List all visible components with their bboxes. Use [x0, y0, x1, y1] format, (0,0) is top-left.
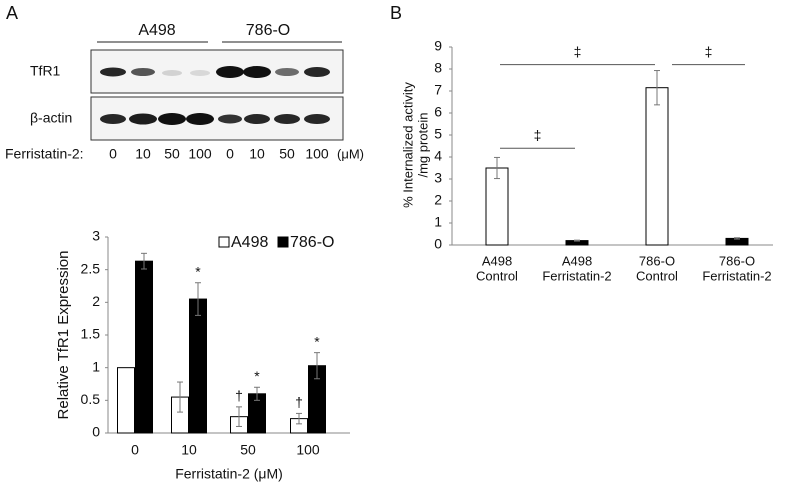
legend-label: A498 — [231, 234, 268, 251]
band — [190, 70, 210, 76]
y-tick-label: 2 — [434, 192, 442, 208]
bar — [117, 367, 135, 434]
bar — [645, 87, 669, 246]
x-tick-label: 0 — [131, 442, 139, 458]
significance: † — [295, 394, 303, 410]
legend-label: 786-O — [290, 234, 334, 251]
band — [218, 114, 242, 124]
lane-label: 100 — [305, 146, 329, 162]
lane-label: 50 — [164, 146, 180, 162]
x-tick-label: A498 — [562, 253, 592, 268]
x-axis-label: Ferristatin-2 (μM) — [175, 466, 283, 482]
bar — [189, 298, 207, 434]
significance: * — [254, 368, 260, 384]
x-tick-label: A498 — [482, 253, 512, 268]
y-tick-label: 6 — [434, 104, 442, 120]
lane-label: 10 — [135, 146, 151, 162]
x-tick-label: 50 — [240, 442, 256, 458]
lane-label: 0 — [109, 146, 117, 162]
blot-group: 786-O — [246, 22, 290, 39]
x-tick-label: Control — [636, 268, 678, 283]
x-tick-label: 786-O — [639, 253, 675, 268]
x-tick-label: 786-O — [719, 253, 755, 268]
significance: ‡ — [574, 43, 582, 59]
y-tick-label: 0.5 — [81, 391, 101, 407]
bar — [485, 167, 509, 246]
band — [129, 113, 157, 125]
significance: * — [314, 333, 320, 349]
lane-label: 50 — [279, 146, 295, 162]
lane-label: 10 — [249, 146, 265, 162]
blot-row-label: TfR1 — [30, 63, 61, 79]
band — [244, 114, 270, 124]
y-axis-label: % Internalized activity — [400, 82, 415, 208]
band — [158, 113, 186, 125]
dose-label: Ferristatin-2: — [5, 146, 84, 162]
significance: † — [235, 388, 243, 404]
y-tick-label: 1 — [434, 214, 442, 230]
y-tick-label: 0 — [92, 424, 100, 440]
panel-label: B — [390, 3, 402, 23]
unit-label: (μM) — [337, 146, 364, 161]
panel-label: A — [6, 3, 18, 23]
significance: ‡ — [534, 127, 542, 143]
y-tick-label: 8 — [434, 60, 442, 76]
band — [162, 70, 182, 76]
band — [100, 67, 126, 77]
x-tick-label: 10 — [181, 442, 197, 458]
band — [186, 113, 214, 125]
bar — [135, 260, 153, 434]
y-tick-label: 1.5 — [81, 326, 101, 342]
y-tick-label: 3 — [92, 228, 100, 244]
bands — [100, 66, 330, 125]
band — [274, 114, 300, 124]
y-tick-label: 2 — [92, 293, 100, 309]
legend-swatch — [277, 236, 289, 248]
legend-swatch — [218, 236, 230, 248]
band — [100, 114, 126, 124]
y-tick-label: 5 — [434, 126, 442, 142]
y-axis-label: Relative TfR1 Expression — [55, 251, 72, 420]
y-axis-label: /mg protein — [415, 112, 430, 177]
band — [216, 66, 244, 78]
y-tick-label: 3 — [434, 170, 442, 186]
y-tick-label: 0 — [434, 236, 442, 252]
blot-group: A498 — [138, 22, 175, 39]
y-tick-label: 7 — [434, 82, 442, 98]
lane-label: 100 — [188, 146, 212, 162]
y-tick-label: 9 — [434, 38, 442, 54]
band — [304, 67, 330, 77]
y-tick-label: 2.5 — [81, 260, 101, 276]
band — [243, 66, 271, 78]
significance: ‡ — [705, 43, 713, 59]
band — [131, 68, 155, 76]
lane-label: 0 — [226, 146, 234, 162]
x-tick-label: Control — [476, 268, 518, 283]
band — [275, 68, 299, 76]
significance: * — [195, 263, 201, 279]
x-tick-label: Ferristatin-2 — [702, 268, 771, 283]
x-tick-label: 100 — [296, 442, 320, 458]
y-tick-label: 1 — [92, 358, 100, 374]
y-tick-label: 4 — [434, 148, 442, 164]
x-tick-label: Ferristatin-2 — [542, 268, 611, 283]
blot-row-label: β-actin — [30, 110, 72, 126]
band — [304, 114, 330, 124]
